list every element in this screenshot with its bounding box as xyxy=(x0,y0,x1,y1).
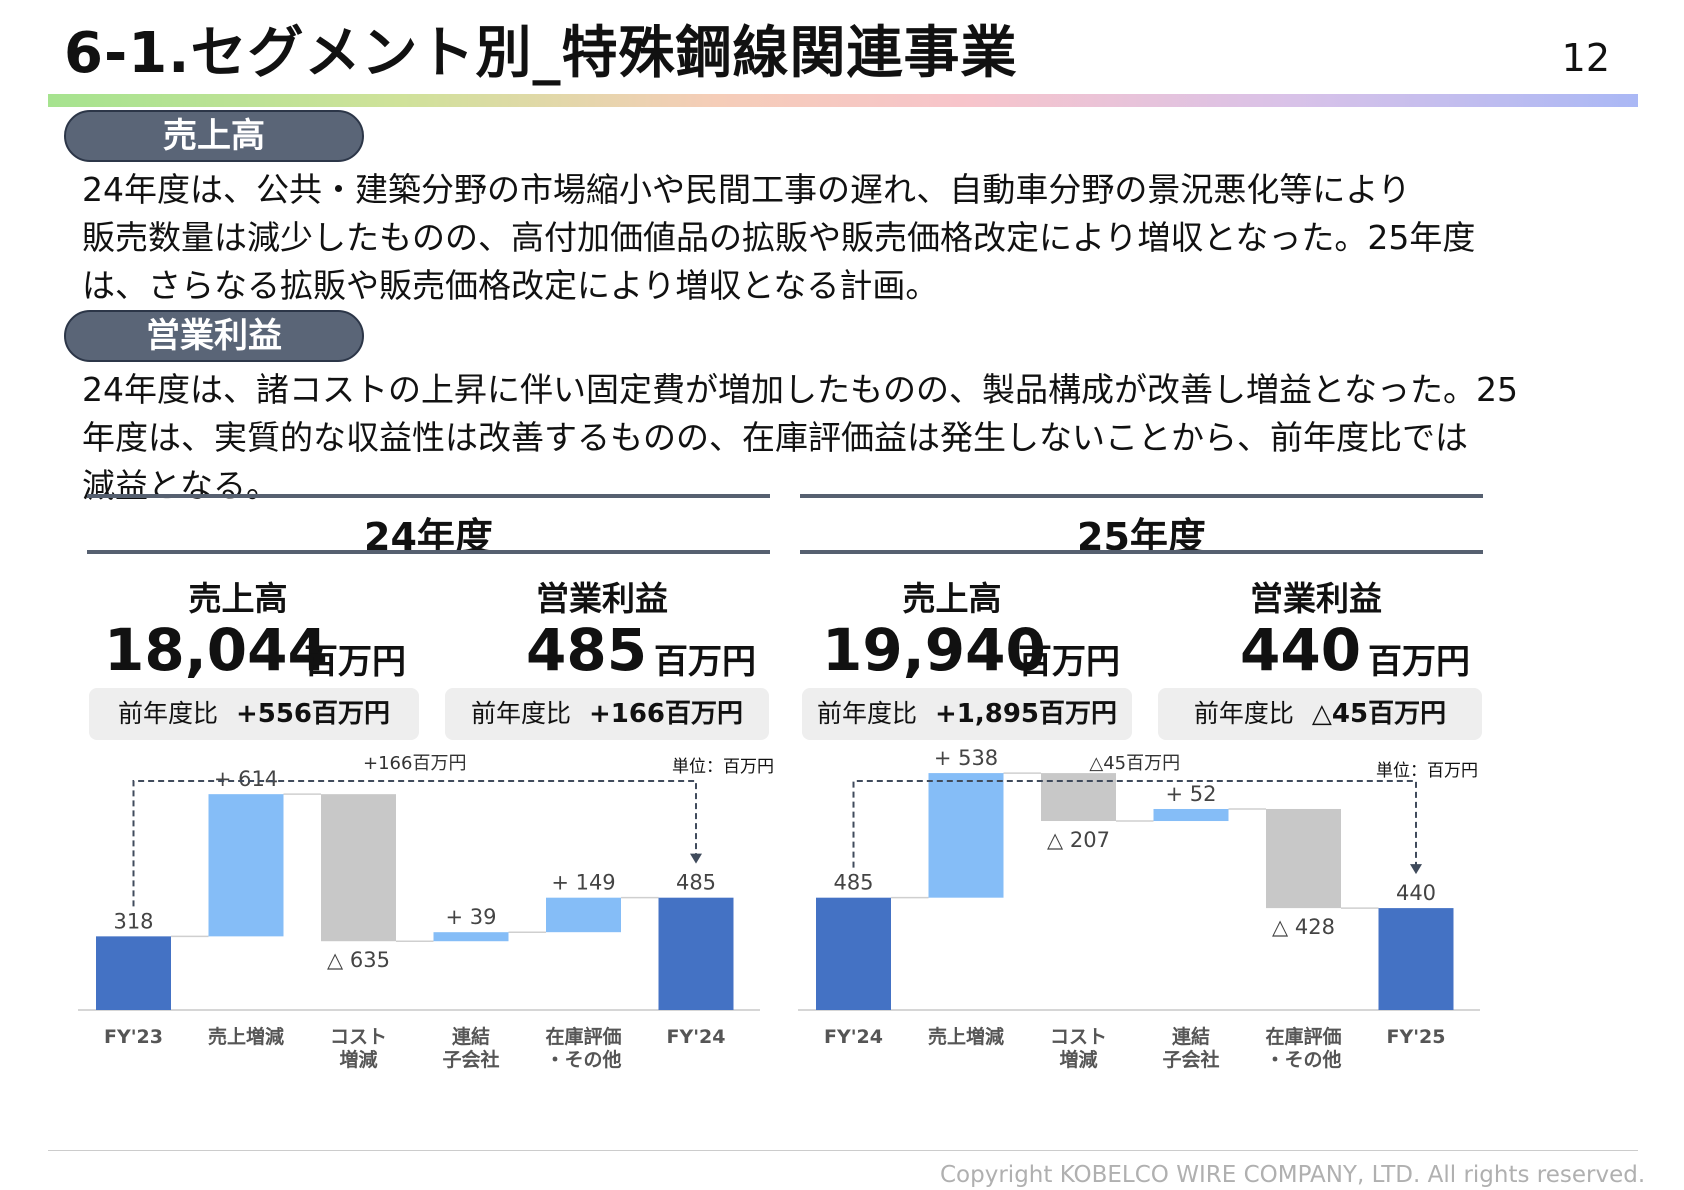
section-label-operating-profit: 営業利益 xyxy=(64,310,364,362)
yoy-badge-operating-profit: 前年度比 △45百万円 xyxy=(1158,688,1482,740)
data-label: + 39 xyxy=(446,905,497,929)
bridge-arrow-line xyxy=(132,780,697,907)
data-label: 440 xyxy=(1396,881,1436,905)
data-label: △ 635 xyxy=(327,948,390,972)
yoy-badge-sales: 前年度比 +556百万円 xyxy=(89,688,419,740)
panel-bottom-rule xyxy=(800,550,1483,554)
kpi-value-sales: 19,940 xyxy=(822,616,1046,684)
page-number: 12 xyxy=(1561,36,1610,80)
yoy-label: 前年度比 xyxy=(470,699,571,728)
data-label: 485 xyxy=(676,871,716,895)
yoy-value: +556百万円 xyxy=(235,699,391,729)
bridge-arrow-line xyxy=(852,780,1417,868)
kpi-value-operating-profit: 485 xyxy=(526,616,648,684)
section-label-sales: 売上高 xyxy=(64,110,364,162)
waterfall-bar xyxy=(816,897,891,1010)
category-label: 売上増減 xyxy=(928,1025,1004,1048)
panel-bottom-rule xyxy=(87,550,770,554)
category-label: コスト xyxy=(1050,1026,1107,1048)
waterfall-bar xyxy=(321,794,396,942)
section-text-operating-profit: 24年度は、諸コストの上昇に伴い固定費が増加したものの、製品構成が改善し増益とな… xyxy=(82,370,1518,505)
bridge-arrow-head xyxy=(690,853,702,864)
waterfall-bar xyxy=(928,773,1004,898)
yoy-value: △45百万円 xyxy=(1311,699,1447,729)
kpi-label-operating-profit: 営業利益 xyxy=(536,579,668,618)
category-label: 在庫評価 xyxy=(1265,1025,1341,1048)
kpi-value-sales: 18,044 xyxy=(104,616,328,684)
unit-note: 単位：百万円 xyxy=(672,757,774,777)
data-label: + 149 xyxy=(551,871,615,895)
footer-divider xyxy=(48,1150,1638,1151)
waterfall-bar xyxy=(1153,808,1229,822)
waterfall-bar xyxy=(96,936,171,1010)
yoy-badge-operating-profit: 前年度比 +166百万円 xyxy=(445,688,769,740)
yoy-badge-sales: 前年度比 +1,895百万円 xyxy=(802,688,1132,740)
kpi-unit-sales: 百万円 xyxy=(1018,642,1120,682)
kpi-label-operating-profit: 営業利益 xyxy=(1250,579,1382,618)
kpi-value-operating-profit: 440 xyxy=(1240,616,1362,684)
data-label: + 538 xyxy=(934,746,998,770)
header-divider xyxy=(48,94,1638,107)
category-label: 連結 xyxy=(452,1025,490,1048)
category-label: 増減 xyxy=(1059,1048,1097,1071)
unit-note: 単位：百万円 xyxy=(1376,761,1478,781)
kpi-label-sales: 売上高 xyxy=(188,579,288,618)
panel-top-rule xyxy=(87,494,770,498)
waterfall-bar xyxy=(433,932,509,942)
category-label: ・その他 xyxy=(545,1048,621,1071)
data-label: + 614 xyxy=(214,767,278,791)
category-label: ・その他 xyxy=(1265,1048,1341,1071)
yoy-value: +1,895百万円 xyxy=(934,699,1118,729)
category-label: 連結 xyxy=(1172,1025,1210,1048)
section-text-sales: 24年度は、公共・建築分野の市場縮小や民間工事の遅れ、自動車分野の景況悪化等によ… xyxy=(82,170,1476,305)
kpi-unit-operating-profit: 百万円 xyxy=(654,642,756,682)
bridge-arrow-head xyxy=(1410,864,1422,875)
waterfall-bar xyxy=(208,794,284,937)
category-label: 在庫評価 xyxy=(545,1025,621,1048)
category-label: FY'24 xyxy=(824,1026,883,1048)
page-title: 6-1.セグメント別_特殊鋼線関連事業 xyxy=(64,21,1018,86)
yoy-label: 前年度比 xyxy=(816,699,917,728)
category-label: FY'23 xyxy=(104,1026,163,1048)
kpi-label-sales: 売上高 xyxy=(902,579,1002,618)
bridge-label: +166百万円 xyxy=(363,753,466,774)
category-label: 増減 xyxy=(339,1048,377,1071)
category-label: 子会社 xyxy=(442,1048,499,1071)
category-label: 子会社 xyxy=(1162,1048,1219,1071)
bridge-label: △45百万円 xyxy=(1089,753,1180,774)
kpi-unit-operating-profit: 百万円 xyxy=(1368,642,1470,682)
copyright: Copyright KOBELCO WIRE COMPANY, LTD. All… xyxy=(940,1162,1646,1188)
data-label: △ 207 xyxy=(1047,828,1110,852)
data-label: + 52 xyxy=(1166,782,1217,806)
kpi-unit-sales: 百万円 xyxy=(304,642,406,682)
data-label: △ 428 xyxy=(1272,915,1335,939)
data-label: 318 xyxy=(113,909,153,933)
category-label: FY'24 xyxy=(667,1026,726,1048)
waterfall-bar xyxy=(658,897,734,1010)
category-label: コスト xyxy=(330,1026,387,1048)
data-label: 485 xyxy=(833,871,873,895)
category-label: 売上増減 xyxy=(208,1025,284,1048)
yoy-value: +166百万円 xyxy=(588,699,744,729)
panel-top-rule xyxy=(800,494,1483,498)
yoy-label: 前年度比 xyxy=(1193,699,1294,728)
waterfall-bar xyxy=(1378,908,1454,1010)
waterfall-bar xyxy=(1266,808,1341,909)
yoy-label: 前年度比 xyxy=(117,699,218,728)
waterfall-bar xyxy=(546,897,621,933)
category-label: FY'25 xyxy=(1387,1026,1446,1048)
